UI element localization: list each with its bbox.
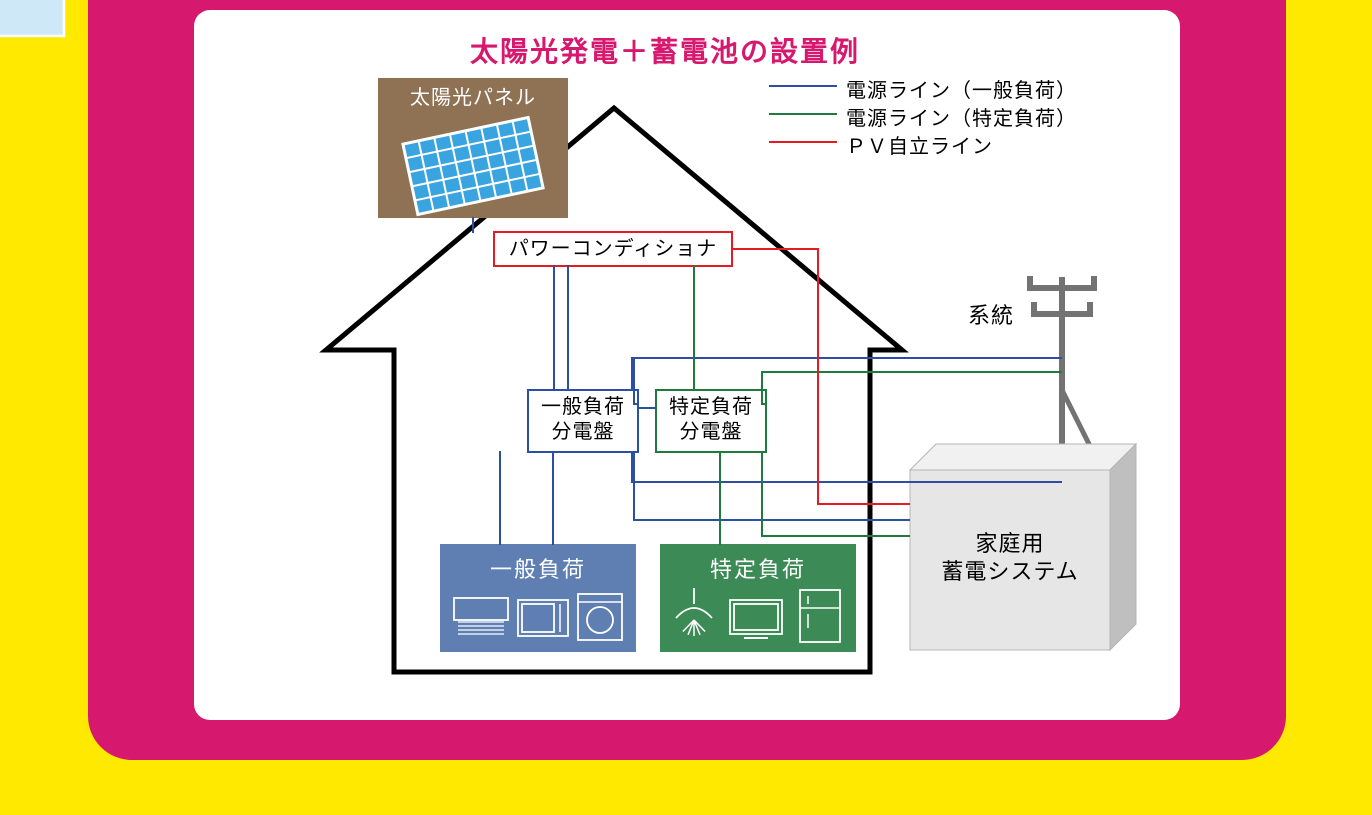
solar-panel-label: 太陽光パネル — [378, 86, 568, 111]
legend-item-0: 電源ライン（一般負荷） — [846, 74, 1077, 103]
specific-load-label: 特定負荷 — [660, 552, 856, 584]
general-panel-label: 一般負荷分電盤 — [528, 395, 638, 445]
grid-label: 系統 — [956, 302, 1026, 330]
battery-label: 家庭用蓄電システム — [910, 530, 1110, 585]
general-load-label: 一般負荷 — [440, 552, 636, 584]
specific-panel-label: 特定負荷分電盤 — [656, 395, 766, 445]
legend-item-1: 電源ライン（特定負荷） — [846, 102, 1077, 131]
legend-item-2: ＰＶ自立ライン — [846, 130, 993, 159]
power-conditioner-label: パワーコンディショナ — [494, 237, 732, 262]
